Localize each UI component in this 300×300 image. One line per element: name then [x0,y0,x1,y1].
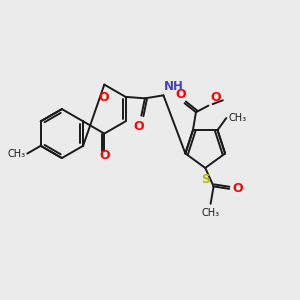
Text: NH: NH [164,80,184,93]
Text: S: S [201,173,210,186]
Text: O: O [99,149,110,162]
Text: CH₃: CH₃ [8,148,26,159]
Text: O: O [210,91,220,103]
Text: O: O [133,119,144,133]
Text: CH₃: CH₃ [228,113,246,123]
Text: CH₃: CH₃ [202,208,220,218]
Text: O: O [176,88,186,101]
Text: O: O [98,91,109,104]
Text: O: O [233,182,243,195]
